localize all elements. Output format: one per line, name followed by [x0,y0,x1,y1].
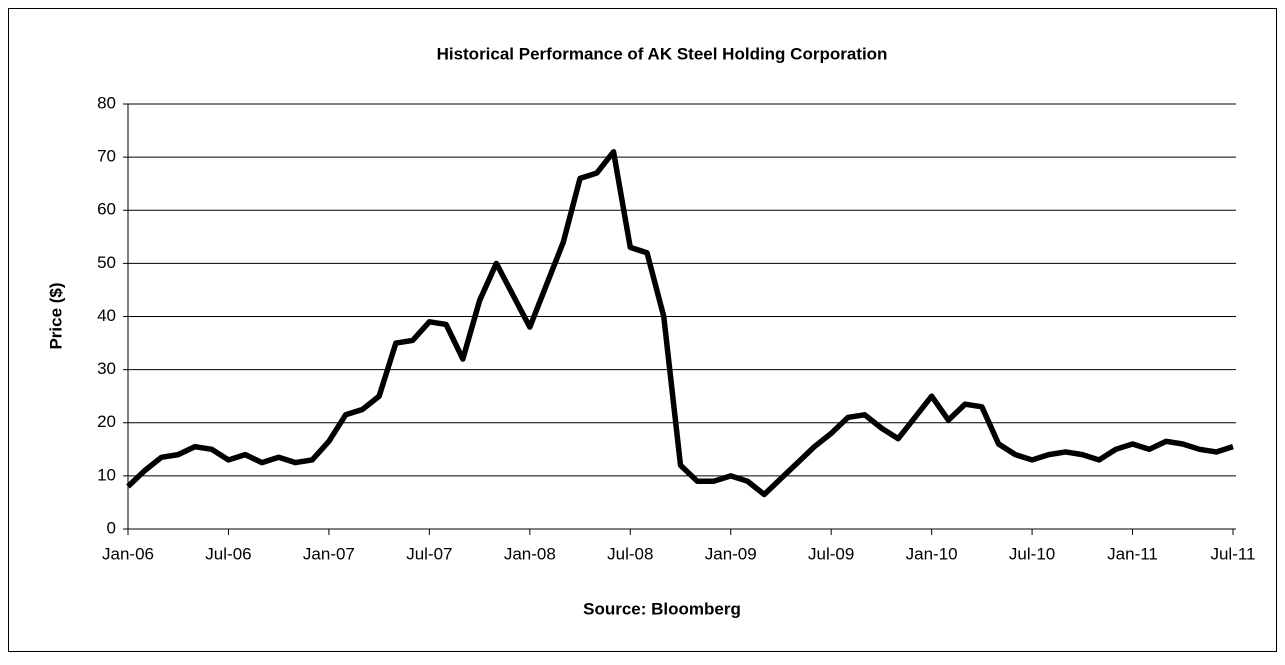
x-tick-label: Jan-11 [1107,544,1158,563]
x-tick-label: Jul-06 [205,544,251,563]
x-tick-label: Jan-10 [906,544,958,563]
x-tick-label: Jan-06 [102,544,154,563]
y-tick-label: 20 [97,412,116,431]
x-axis-title: Source: Bloomberg [583,599,741,618]
y-tick-label: 80 [97,93,116,112]
x-tick-label: Jul-10 [1009,544,1055,563]
chart-title: Historical Performance of AK Steel Holdi… [437,44,888,63]
x-tick-label: Jan-07 [303,544,355,563]
y-tick-label: 70 [97,147,116,166]
y-tick-label: 30 [97,359,116,378]
x-tick-label: Jan-08 [504,544,556,563]
x-tick-label: Jul-11 [1210,544,1255,563]
y-tick-label: 40 [97,306,116,325]
x-tick-label: Jul-08 [607,544,653,563]
y-tick-label: 10 [97,465,116,484]
x-tick-label: Jul-07 [406,544,452,563]
x-tick-label: Jan-09 [705,544,757,563]
y-axis-title: Price ($) [46,282,65,349]
y-tick-label: 0 [107,518,116,537]
line-series [126,149,1234,498]
y-tick-label: 50 [97,253,116,272]
y-tick-label: 60 [97,200,116,219]
x-tick-label: Jul-09 [808,544,854,563]
chart-border [8,8,1277,652]
